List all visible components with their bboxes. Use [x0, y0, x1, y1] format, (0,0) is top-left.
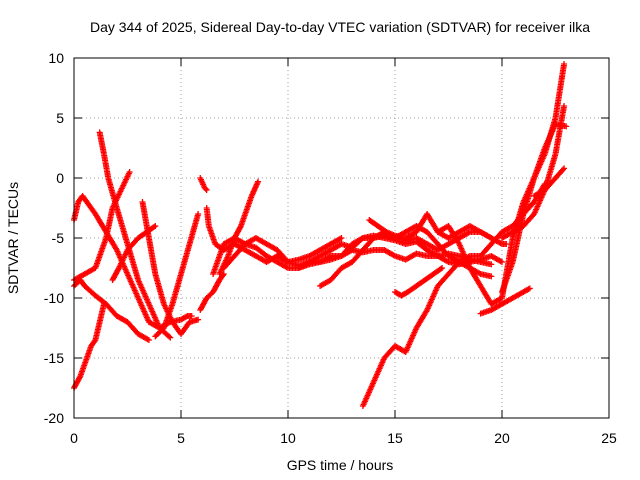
- data-point-marker: [486, 234, 493, 241]
- x-tick-label: 15: [387, 430, 403, 446]
- data-point-marker: [526, 285, 533, 292]
- y-tick-label: -20: [44, 410, 64, 426]
- data-series-13: [216, 178, 262, 277]
- data-series-7: [139, 199, 202, 337]
- data-series-8: [152, 211, 202, 340]
- data-point-marker: [183, 313, 190, 320]
- data-point-marker: [337, 235, 344, 242]
- data-point-marker: [144, 336, 151, 343]
- data-point-marker: [167, 334, 174, 341]
- data-point-marker: [561, 165, 568, 172]
- data-point-marker: [126, 169, 133, 175]
- data-point-marker: [188, 313, 195, 319]
- data-point-marker: [151, 223, 158, 230]
- data-series-6: [109, 223, 159, 283]
- data-point-marker: [202, 185, 209, 192]
- data-series-22: [477, 285, 533, 317]
- y-tick-label: 5: [56, 110, 64, 126]
- data-series-25: [531, 165, 568, 199]
- data-point-marker: [488, 273, 495, 280]
- data-series-9: [197, 175, 210, 193]
- data-series-5: [71, 169, 133, 283]
- data-point-marker: [561, 103, 568, 109]
- data-point-marker: [499, 259, 505, 265]
- x-tick-label: 10: [280, 430, 296, 446]
- y-tick-label: -15: [44, 350, 64, 366]
- data-point-marker: [91, 338, 98, 345]
- data-point-marker: [488, 235, 495, 241]
- x-tick-label: 0: [70, 430, 78, 446]
- chart-title: Day 344 of 2025, Sidereal Day-to-day VTE…: [90, 19, 590, 35]
- data-point-marker: [561, 61, 568, 67]
- y-tick-label: 10: [48, 50, 64, 66]
- y-axis-label: SDTVAR / TECUs: [5, 182, 21, 294]
- data-point-marker: [195, 316, 202, 323]
- data-point-marker: [503, 241, 510, 247]
- x-tick-label: 5: [177, 430, 185, 446]
- data-series: [71, 61, 570, 409]
- x-axis-label: GPS time / hours: [287, 457, 394, 473]
- y-tick-label: 0: [56, 170, 64, 186]
- data-point-marker: [76, 374, 83, 381]
- data-point-marker: [488, 261, 495, 268]
- data-point-marker: [255, 178, 262, 185]
- y-tick-label: -5: [52, 230, 65, 246]
- data-point-marker: [465, 229, 472, 236]
- data-point-marker: [166, 333, 173, 340]
- data-point-marker: [145, 337, 152, 343]
- data-point-marker: [437, 265, 444, 272]
- data-series-14: [220, 235, 345, 271]
- data-point-marker: [203, 187, 210, 193]
- data-point-marker: [338, 235, 345, 241]
- data-series-3: [71, 277, 152, 343]
- data-point-marker: [525, 286, 532, 293]
- data-series-24: [499, 121, 570, 295]
- data-point-marker: [219, 272, 226, 279]
- data-series-1: [71, 301, 107, 391]
- data-point-marker: [152, 223, 159, 229]
- data-point-marker: [237, 224, 244, 231]
- data-point-marker: [444, 258, 451, 265]
- data-series-10: [197, 271, 227, 313]
- data-point-marker: [563, 123, 570, 130]
- data-point-marker: [283, 258, 290, 265]
- data-point-marker: [559, 166, 566, 173]
- data-point-marker: [497, 258, 504, 265]
- data-point-marker: [497, 240, 504, 247]
- data-point-marker: [195, 211, 202, 217]
- data-point-marker: [476, 270, 483, 277]
- data-series-19: [392, 265, 446, 299]
- x-tick-label: 25: [601, 430, 617, 446]
- data-point-marker: [358, 235, 365, 242]
- data-point-marker: [283, 264, 290, 271]
- data-point-marker: [439, 265, 446, 271]
- x-tick-label: 20: [494, 430, 510, 446]
- data-point-marker: [390, 252, 397, 259]
- y-tick-label: -10: [44, 290, 64, 306]
- axis-ticks: 0 5 10 15 20 25 10 5 0 -5 -10 -15 -20: [44, 50, 617, 446]
